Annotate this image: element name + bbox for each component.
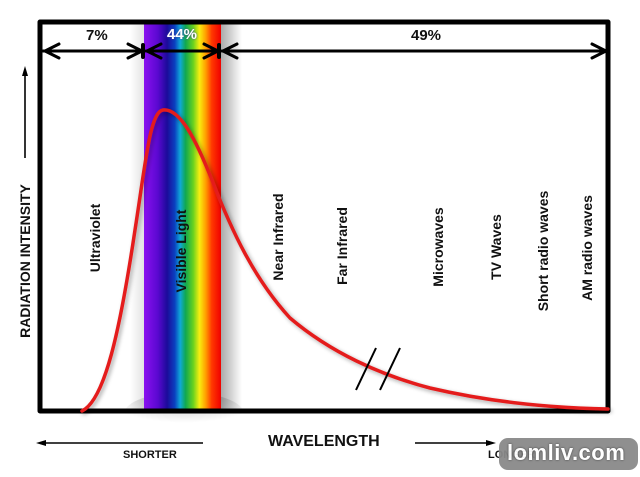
chart-frame [37, 19, 611, 414]
curve-break-marker [355, 347, 401, 391]
region-label-microwaves: Microwaves [430, 207, 446, 287]
region-label-short-radio-waves: Short radio waves [535, 190, 551, 312]
region-label-far-infrared: Far Infrared [334, 207, 350, 285]
ir-percentage-label: 49% [411, 27, 442, 44]
region-label-tv-waves: TV Waves [488, 214, 504, 280]
region-label-ultraviolet: Ultraviolet [87, 203, 103, 273]
watermark-badge: lomliv.com [499, 438, 638, 470]
spectrum-shadow-right [220, 24, 242, 412]
uv-percentage-arrow [41, 42, 146, 60]
visible-percentage-arrow [143, 42, 222, 60]
watermark-text: lomliv.com [507, 440, 626, 465]
visible-percentage-label: 44% [167, 26, 198, 43]
uv-percentage-label: 7% [86, 27, 108, 44]
y-axis-arrow-head-icon [22, 66, 28, 76]
x-axis-right-arrow-head-icon [486, 440, 496, 446]
x-axis-label: WAVELENGTH [268, 433, 380, 450]
region-label-visible-light: Visible Light [173, 209, 189, 293]
x-axis-left-arrow-head-icon [36, 440, 46, 446]
visible-spectrum-band [144, 24, 221, 412]
region-label-near-infrared: Near Infrared [270, 193, 286, 281]
ir-percentage-arrow [219, 42, 610, 60]
region-label-am-radio-waves: AM radio waves [579, 195, 595, 301]
radiation-intensity-curve [80, 108, 610, 413]
y-axis-label: RADIATION INTENSITY [17, 184, 33, 338]
x-axis-shorter-label: SHORTER [123, 449, 177, 461]
